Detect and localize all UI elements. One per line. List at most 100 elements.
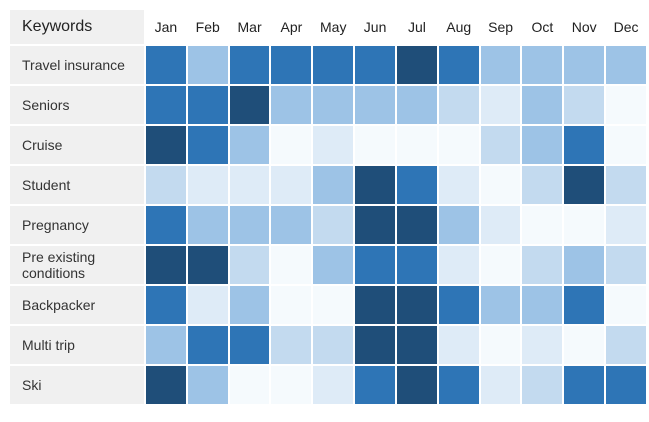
row-label-travel-insurance: Travel insurance	[10, 46, 144, 84]
heatmap-cell	[522, 86, 563, 124]
heatmap-cell	[187, 46, 228, 84]
heatmap-cell	[564, 126, 605, 164]
heatmap-cell	[396, 86, 437, 124]
heatmap-cell	[146, 286, 186, 324]
heatmap-cell	[564, 246, 605, 284]
heatmap-cell	[564, 366, 605, 404]
heatmap-cell	[146, 166, 186, 204]
heatmap-cell	[271, 366, 312, 404]
heatmap-cell	[438, 326, 479, 364]
row-label-pregnancy: Pregnancy	[10, 206, 144, 244]
heatmap-cell	[606, 326, 646, 364]
heatmap-cell	[396, 326, 437, 364]
heatmap-cell	[187, 86, 228, 124]
heatmap-cell	[480, 86, 521, 124]
heatmap-cell	[438, 46, 479, 84]
heatmap-cell	[187, 326, 228, 364]
heatmap-cell	[438, 206, 479, 244]
heatmap-cell	[146, 86, 186, 124]
heatmap-cell	[355, 126, 395, 164]
heatmap-cell	[313, 86, 354, 124]
heatmap-cell	[480, 366, 521, 404]
month-header-jul: Jul	[396, 10, 437, 44]
month-header-oct: Oct	[522, 10, 563, 44]
heatmap-cell	[271, 86, 312, 124]
heatmap-cell	[606, 86, 646, 124]
heatmap-cell	[229, 46, 270, 84]
heatmap-cell	[271, 206, 312, 244]
heatmap-cell	[606, 46, 646, 84]
heatmap-cell	[564, 286, 605, 324]
keywords-header: Keywords	[10, 10, 144, 44]
row-label-cruise: Cruise	[10, 126, 144, 164]
month-header-jan: Jan	[146, 10, 186, 44]
heatmap-cell	[438, 86, 479, 124]
heatmap-cell	[396, 366, 437, 404]
heatmap-cell	[187, 166, 228, 204]
heatmap-cell	[313, 166, 354, 204]
heatmap-cell	[522, 206, 563, 244]
month-header-sep: Sep	[480, 10, 521, 44]
heatmap-cell	[564, 166, 605, 204]
heatmap-cell	[229, 126, 270, 164]
heatmap-cell	[564, 46, 605, 84]
heatmap-cell	[355, 166, 395, 204]
heatmap-cell	[313, 326, 354, 364]
heatmap-cell	[396, 206, 437, 244]
heatmap-cell	[522, 246, 563, 284]
heatmap-cell	[355, 246, 395, 284]
heatmap-cell	[355, 366, 395, 404]
heatmap-cell	[480, 166, 521, 204]
heatmap-cell	[355, 286, 395, 324]
heatmap-cell	[438, 126, 479, 164]
month-header-dec: Dec	[606, 10, 646, 44]
heatmap-cell	[606, 286, 646, 324]
heatmap-cell	[146, 326, 186, 364]
heatmap-cell	[480, 246, 521, 284]
heatmap-cell	[438, 366, 479, 404]
heatmap-cell	[522, 166, 563, 204]
heatmap-cell	[396, 286, 437, 324]
heatmap-cell	[355, 86, 395, 124]
heatmap-cell	[396, 126, 437, 164]
heatmap-cell	[229, 326, 270, 364]
heatmap-cell	[313, 126, 354, 164]
heatmap-cell	[313, 46, 354, 84]
heatmap-cell	[271, 46, 312, 84]
heatmap-cell	[438, 246, 479, 284]
heatmap-cell	[522, 366, 563, 404]
row-label-seniors: Seniors	[10, 86, 144, 124]
row-label-student: Student	[10, 166, 144, 204]
heatmap-cell	[313, 206, 354, 244]
row-label-multi-trip: Multi trip	[10, 326, 144, 364]
heatmap-cell	[187, 246, 228, 284]
month-header-may: May	[313, 10, 354, 44]
heatmap-cell	[355, 326, 395, 364]
heatmap-cell	[438, 166, 479, 204]
heatmap-cell	[396, 246, 437, 284]
heatmap-cell	[522, 286, 563, 324]
heatmap-cell	[396, 166, 437, 204]
heatmap-cell	[606, 166, 646, 204]
heatmap-cell	[271, 286, 312, 324]
month-header-mar: Mar	[229, 10, 270, 44]
heatmap-cell	[271, 166, 312, 204]
heatmap-cell	[480, 286, 521, 324]
heatmap-cell	[229, 246, 270, 284]
keyword-heatmap: Keywords Jan Feb Mar Apr May Jun Jul Aug Sep Oct N…	[10, 10, 646, 404]
heatmap-cell	[355, 46, 395, 84]
heatmap-cell	[522, 46, 563, 84]
heatmap-cell	[396, 46, 437, 84]
heatmap-cell	[480, 126, 521, 164]
heatmap-cell	[480, 46, 521, 84]
month-header-feb: Feb	[187, 10, 228, 44]
heatmap-cell	[313, 246, 354, 284]
heatmap-cell	[187, 366, 228, 404]
row-label-ski: Ski	[10, 366, 144, 404]
month-header-nov: Nov	[564, 10, 605, 44]
heatmap-cell	[146, 126, 186, 164]
heatmap-cell	[522, 126, 563, 164]
heatmap-cell	[522, 326, 563, 364]
heatmap-cell	[480, 206, 521, 244]
row-label-pre-existing-conditions: Pre existing conditions	[10, 246, 144, 284]
